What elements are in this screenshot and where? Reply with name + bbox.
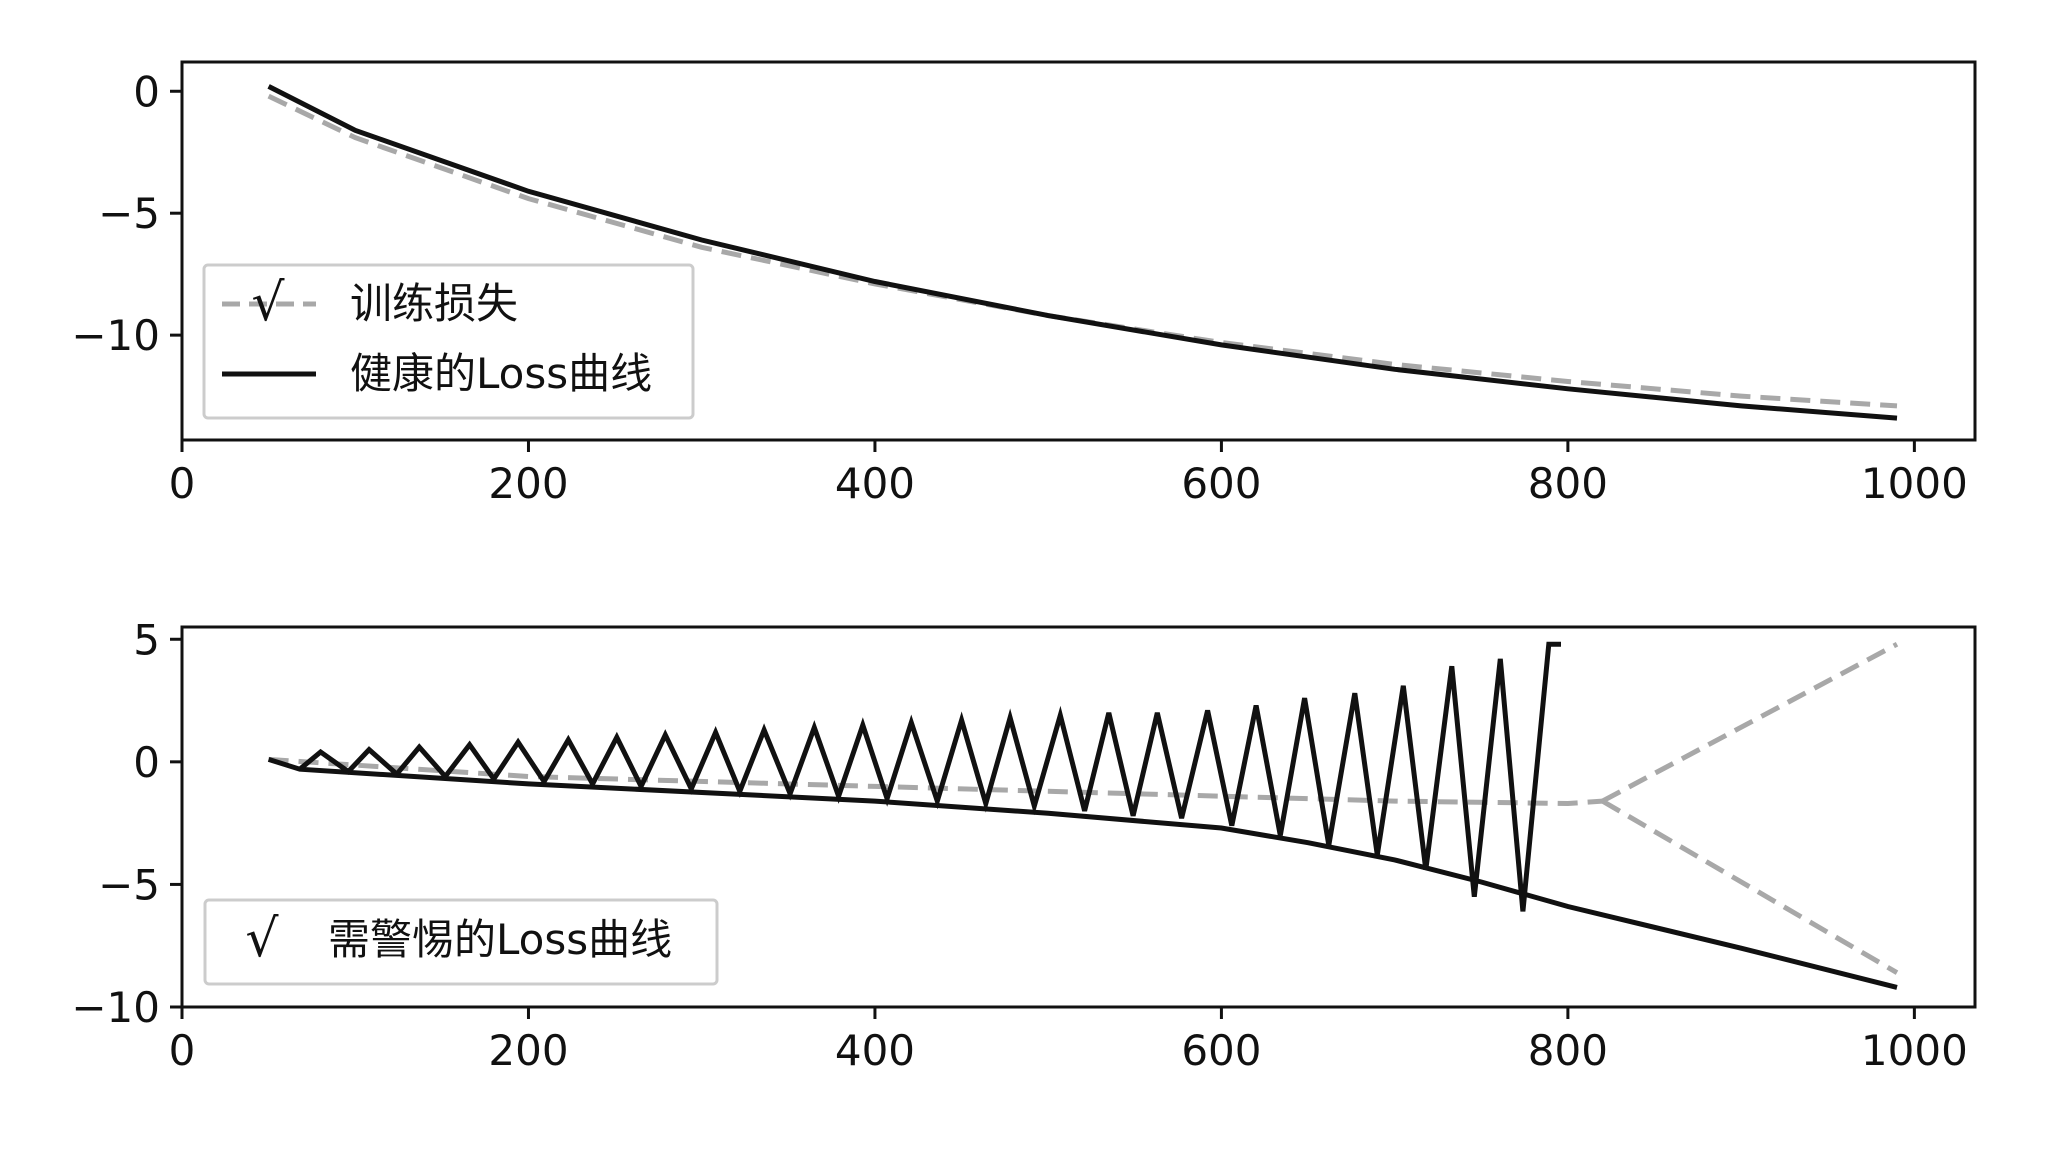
- y-tick-label: 0: [133, 738, 160, 787]
- bottom-series-layer: [267, 641, 1899, 990]
- series-line-0-1: [267, 84, 1898, 421]
- legend-label-healthy-loss: 健康的Loss曲线: [350, 349, 652, 398]
- series-line-1-1: [1601, 641, 1899, 804]
- x-tick-label: 400: [835, 459, 915, 508]
- legend-label-training-loss: 训练损失: [350, 279, 518, 328]
- legend-label-warning-loss: 需警惕的Loss曲线: [328, 915, 672, 964]
- y-tick-label: 0: [133, 67, 160, 116]
- x-tick-label: 600: [1181, 459, 1261, 508]
- y-tick-label: −10: [71, 311, 160, 360]
- top-x-axis: 0 200 400 600 800 1000: [169, 440, 1968, 508]
- x-tick-label: 200: [488, 459, 568, 508]
- series-line-1-0: [268, 756, 1603, 807]
- x-tick-label: 400: [835, 1026, 915, 1075]
- y-tick-label: −5: [98, 860, 160, 909]
- top-series-layer: [267, 84, 1898, 421]
- x-tick-label: 600: [1181, 1026, 1261, 1075]
- checkmark-icon: √: [251, 273, 285, 333]
- x-tick-label: 800: [1528, 459, 1608, 508]
- x-tick-label: 0: [169, 1026, 196, 1075]
- series-line-1-2: [1601, 798, 1899, 975]
- x-tick-label: 0: [169, 459, 196, 508]
- top-y-axis: 0 −5 −10: [71, 67, 182, 360]
- bottom-plot-frame: [180, 625, 1977, 1009]
- bottom-legend-box: [203, 898, 719, 986]
- checkmark-icon: √: [245, 909, 279, 969]
- top-panel: 0 200 400 600 800 1000 0 −5 −10 √ 训练损失 健康的Loss曲…: [71, 60, 1977, 508]
- top-plot-frame: [180, 60, 1977, 442]
- top-legend-box: [202, 263, 695, 420]
- bottom-x-axis: 0 200 400 600 800 1000: [169, 1007, 1968, 1075]
- bottom-panel: 0 200 400 600 800 1000 5 0 −5 −10 √ 需警惕的Loss曲线: [71, 615, 1977, 1075]
- series-line-1-3: [267, 757, 1898, 990]
- series-line-1-4: [298, 641, 1561, 912]
- top-legend: √ 训练损失 健康的Loss曲线: [202, 263, 695, 420]
- x-tick-label: 800: [1528, 1026, 1608, 1075]
- bottom-legend: √ 需警惕的Loss曲线: [203, 898, 719, 986]
- x-tick-label: 1000: [1861, 1026, 1968, 1075]
- bottom-y-axis: 5 0 −5 −10: [71, 615, 182, 1032]
- x-tick-label: 200: [488, 1026, 568, 1075]
- y-tick-label: 5: [133, 615, 160, 664]
- y-tick-label: −5: [98, 189, 160, 238]
- y-tick-label: −10: [71, 983, 160, 1032]
- x-tick-label: 1000: [1861, 459, 1968, 508]
